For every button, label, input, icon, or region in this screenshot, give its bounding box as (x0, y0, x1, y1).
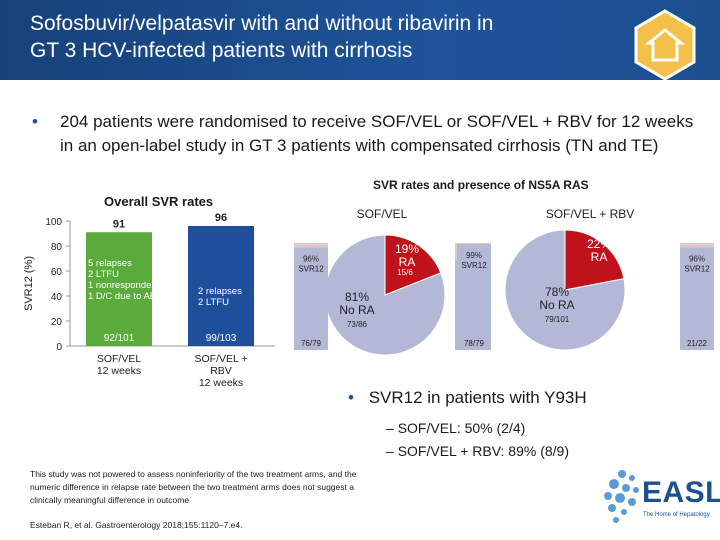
home-icon (634, 9, 696, 81)
pie-title: SOF/VEL + RBV (546, 207, 635, 221)
home-button[interactable] (628, 8, 702, 82)
bullet-text: 204 patients were randomised to receive … (60, 112, 694, 155)
bar-fraction-label: 92/101 (104, 333, 135, 344)
bar-category-label: SOF/VEL (97, 353, 142, 365)
bullet-y93h-text: SVR12 in patients with Y93H (368, 388, 587, 407)
svr-bar-nora (457, 244, 491, 350)
svr-bar-fraction: 78/79 (464, 339, 485, 348)
reference: Esteban R, et al. Gastroenterology 2018;… (30, 520, 243, 530)
bar-category-label: RBV (210, 365, 232, 377)
bar-value-label: 91 (113, 218, 125, 230)
y93h-item-sof-vel: – SOF/VEL: 50% (2/4) (386, 420, 526, 436)
y-tick-label: 0 (56, 342, 62, 353)
svr-bar-pct-label: 96% (303, 254, 319, 263)
slide-title: Sofosbuvir/velpatasvir with and without … (30, 10, 610, 64)
svr-bar-sub-label: SVR12 (298, 264, 324, 273)
pie-nora-label: No RA (339, 303, 374, 317)
svr-bar-remainder-nora (294, 243, 328, 248)
bar-category-label: SOF/VEL + (194, 353, 247, 365)
svr-bar-fraction: 76/79 (301, 339, 322, 348)
bar-annotation: 2 LTFU (88, 269, 119, 280)
pie-ra-fraction: 15/6 (397, 268, 413, 277)
svr-bar-pct-label: 99% (466, 251, 482, 260)
svr-bar-remainder-ra (680, 243, 714, 248)
pie-nora-pct-label: 81% (345, 290, 369, 304)
easl-molecule-icon (604, 470, 639, 523)
pie-slice-no-ra (324, 234, 446, 356)
svr-bar-remainder-nora (457, 243, 491, 245)
easl-logo-text: EASL (642, 476, 720, 509)
pie-title: SOF/VEL (357, 207, 408, 221)
svr-bar-fraction: 21/22 (687, 339, 708, 348)
svr-bar-nora (294, 247, 328, 350)
svr-bar-sub-label: SVR12 (684, 264, 710, 273)
pie-slice-ra (384, 234, 442, 296)
y93h-item-text: SOF/VEL: 50% (2/4) (397, 420, 526, 436)
pie-nora-label: No RA (539, 298, 574, 312)
bar-sof-vel (86, 232, 152, 346)
bar-annotation: 1 nonresponder (88, 280, 155, 291)
bar-annotation: 2 LTFU (198, 297, 229, 308)
bullet-marker: • (32, 112, 38, 131)
easl-tagline: The Home of Hepatology (643, 512, 710, 518)
pie-slice-no-ra (504, 229, 626, 351)
footnote: This study was not powered to assess non… (30, 469, 357, 505)
pie-slice-ra (564, 229, 625, 291)
title-line-1: Sofosbuvir/velpatasvir with and without … (30, 12, 494, 35)
pie-section-title: SVR rates and presence of NS5A RAS (373, 178, 589, 192)
bar-category-label: 12 weeks (97, 365, 141, 377)
bar-value-label: 96 (215, 212, 227, 224)
bar-annotation: 1 D/C due to AE (88, 291, 156, 302)
bar-annotation: 5 relapses (88, 258, 132, 269)
bar-category-label: 12 weeks (199, 377, 243, 389)
y-axis-label: SVR12 (%) (23, 256, 35, 311)
pie-ra-pct-label: 19% (395, 242, 419, 256)
bullet-y93h: • SVR12 in patients with Y93H (348, 388, 587, 408)
bar-annotation: 2 relapses (198, 286, 242, 297)
pie-ra-pct-label: 22% (587, 237, 611, 251)
y93h-item-sof-vel-rbv: – SOF/VEL + RBV: 89% (8/9) (386, 443, 569, 459)
bar-sof-vel-rbv (188, 226, 254, 346)
svr-bar-sub-label: SVR12 (461, 261, 487, 270)
y-tick-label: 20 (51, 317, 63, 328)
pie-ra-label: RA (399, 255, 416, 269)
y-tick-label: 40 (51, 292, 63, 303)
pie-ra-label: RA (591, 250, 608, 264)
pie-nora-pct-label: 78% (545, 285, 569, 299)
y-tick-label: 60 (51, 267, 63, 278)
title-line-2: GT 3 HCV-infected patients with cirrhosi… (30, 39, 413, 62)
bullet-marker: • (348, 388, 354, 407)
pie-nora-fraction: 79/101 (545, 315, 570, 324)
y-tick-label: 80 (51, 242, 63, 253)
y93h-item-text: SOF/VEL + RBV: 89% (8/9) (397, 443, 569, 459)
svr-bar-pct-label: 96% (689, 254, 705, 263)
easl-logo[interactable]: EASL The Home of Hepatology (600, 466, 720, 532)
bar-fraction-label: 99/103 (206, 333, 237, 344)
bar-chart-title: Overall SVR rates (104, 194, 214, 209)
y-tick-label: 100 (45, 217, 62, 228)
svr-bar-ra (680, 247, 714, 350)
pie-nora-fraction: 73/86 (347, 320, 368, 329)
pie-ra-fraction: 22/ (622, 263, 634, 272)
header-bar (0, 0, 720, 80)
